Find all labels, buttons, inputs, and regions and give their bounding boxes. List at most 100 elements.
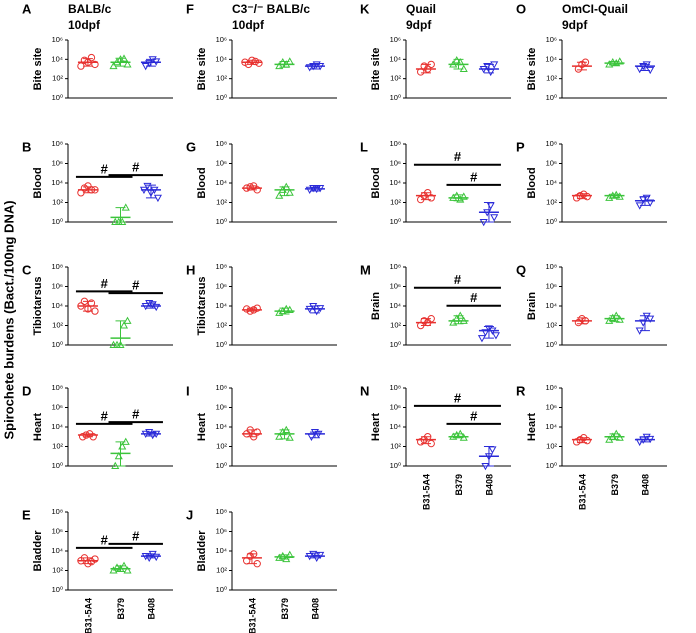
y-tick-label: 10⁰ [390, 340, 401, 349]
y-tick-label: 10⁶ [52, 35, 63, 44]
y-tick-label: 10⁶ [216, 402, 227, 411]
y-tick-label: 10⁰ [52, 340, 63, 349]
y-tick-label: 10⁴ [215, 546, 227, 555]
y-tick-label: 10⁴ [545, 422, 557, 431]
data-point [491, 332, 500, 340]
panel: Q Brain 10⁰ 10² 10⁴ 10⁶ 10⁸ [516, 262, 667, 349]
significance-label: # [470, 169, 478, 184]
y-axis-label: Tibiotarsus [196, 276, 208, 335]
y-tick-label: 10⁴ [51, 301, 63, 310]
data-point [143, 182, 152, 191]
significance-label: # [101, 532, 109, 547]
y-tick-label: 10² [52, 74, 63, 83]
error-bar [279, 186, 290, 197]
data-point [253, 428, 261, 436]
data-point [420, 317, 428, 325]
y-tick-label: 10⁶ [216, 281, 227, 290]
panel-letter: L [360, 139, 368, 154]
x-tick-label: B408 [310, 598, 320, 620]
y-tick-label: 10⁴ [51, 178, 63, 187]
y-tick-label: 10⁰ [52, 93, 63, 102]
y-axis-label: Bladder [196, 530, 208, 572]
y-tick-label: 10⁴ [215, 422, 227, 431]
y-tick-label: 10⁰ [216, 93, 227, 102]
y-tick-label: 10² [52, 320, 63, 329]
y-tick-label: 10⁶ [390, 281, 401, 290]
panel-title: 10dpf [68, 18, 101, 32]
y-tick-label: 10² [52, 197, 63, 206]
panel-letter: F [186, 1, 194, 16]
y-tick-label: 10⁸ [51, 507, 63, 516]
data-point [119, 321, 129, 329]
data-point [427, 194, 435, 202]
y-axis-label: Bite site [526, 48, 538, 91]
panel: P Blood 10⁰ 10² 10⁴ 10⁶ 10⁸ [516, 139, 667, 226]
y-tick-label: 10⁴ [51, 54, 63, 63]
y-tick-label: 10⁴ [215, 301, 227, 310]
y-axis-label: Heart [196, 413, 208, 441]
y-tick-label: 10⁸ [215, 383, 227, 392]
data-point [481, 329, 490, 337]
x-tick-label: B379 [280, 598, 290, 620]
significance-label: # [132, 160, 140, 175]
panel-title: C3⁻/⁻ BALB/c [232, 2, 310, 16]
significance-label: # [470, 290, 478, 305]
panel-title: BALB/c [68, 2, 112, 16]
y-axis-label: Bite site [32, 48, 44, 91]
y-tick-label: 10⁰ [216, 340, 227, 349]
x-tick-label: B31-5A4 [247, 598, 257, 633]
panel: I Heart 10⁰ 10² 10⁴ 10⁶ 10⁸ [186, 383, 337, 470]
x-tick-label: B31-5A4 [421, 474, 431, 510]
x-tick-label: B408 [640, 474, 650, 496]
y-tick-label: 10² [52, 441, 63, 450]
y-tick-label: 10⁶ [546, 281, 557, 290]
significance-label: # [101, 161, 109, 176]
y-axis-label: Heart [32, 413, 44, 441]
y-tick-label: 10⁶ [216, 526, 227, 535]
y-tick-label: 10⁸ [215, 139, 227, 148]
y-tick-label: 10⁰ [216, 217, 227, 226]
y-tick-label: 10⁴ [545, 178, 557, 187]
y-tick-label: 10⁰ [546, 340, 557, 349]
error-bar [309, 431, 320, 439]
x-tick-label: B31-5A4 [577, 474, 587, 510]
y-tick-label: 10⁶ [216, 35, 227, 44]
data-point [275, 61, 284, 70]
data-point [255, 59, 263, 67]
panel-letter: J [186, 507, 193, 522]
x-tick-label: B379 [116, 598, 126, 620]
panel: L Blood 10⁰ 10² 10⁴ 10⁶ 10⁸ # # [360, 139, 511, 227]
significance-label: # [454, 390, 462, 405]
figure-y-label: Spirochete burdens (Bact./100ng DNA) [1, 200, 16, 439]
data-point [152, 303, 161, 312]
y-axis-label: Blood [370, 167, 382, 198]
significance-label: # [132, 278, 140, 293]
y-tick-label: 10⁶ [52, 158, 63, 167]
data-point [305, 186, 314, 195]
error-bar [115, 320, 126, 346]
y-tick-label: 10⁰ [390, 93, 401, 102]
y-tick-label: 10² [546, 320, 557, 329]
panel-letter: M [360, 262, 371, 277]
panel: K Quail 9dpf Bite site 10⁰ 10² 10⁴ 10⁶ [360, 1, 511, 102]
y-tick-label: 10⁶ [390, 158, 401, 167]
significance-label: # [470, 408, 478, 423]
y-tick-label: 10⁰ [216, 585, 227, 594]
data-point [484, 325, 493, 333]
y-tick-label: 10⁸ [215, 507, 227, 516]
panel-letter: Q [516, 262, 526, 277]
y-tick-label: 10² [390, 320, 401, 329]
data-point [91, 60, 99, 69]
y-tick-label: 10² [390, 74, 401, 83]
y-tick-label: 10² [390, 441, 401, 450]
panel-title: 10dpf [232, 18, 265, 32]
significance-label: # [101, 276, 109, 291]
data-point [305, 64, 314, 72]
panel-letter: D [22, 383, 31, 398]
y-tick-label: 10⁶ [390, 35, 401, 44]
data-point [488, 446, 497, 454]
panel-title: Quail [406, 2, 436, 16]
panel: N Heart 10⁰ 10² 10⁴ 10⁶ 10⁸ B31-5A4 B379 B408 # # [360, 383, 511, 510]
y-tick-label: 10⁶ [546, 158, 557, 167]
